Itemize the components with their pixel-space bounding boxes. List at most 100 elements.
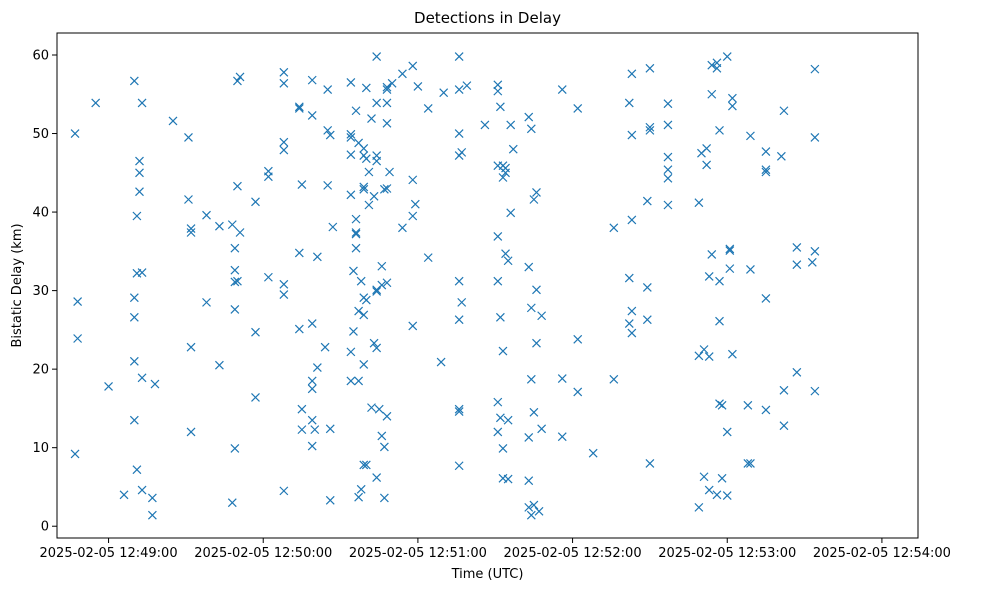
data-point [624,319,634,329]
data-point [279,486,289,496]
data-point [135,168,144,178]
data-point [361,154,371,164]
data-point [645,125,655,135]
data-point [186,224,196,233]
y-tick-label: 40 [32,206,49,221]
data-point [379,442,389,452]
data-point [129,312,139,322]
data-point [235,228,245,237]
data-point [524,112,534,122]
data-point [346,133,356,142]
data-point [359,360,369,369]
data-point [645,122,655,132]
data-point [501,168,510,178]
data-point [186,342,196,352]
data-point [573,103,583,113]
data-point [573,387,583,397]
data-point [627,328,637,338]
data-point [346,129,356,139]
data-point [498,173,508,182]
data-point [369,338,379,348]
data-point [377,431,387,441]
data-point [214,360,224,370]
data-point [251,327,260,337]
data-point [372,151,382,160]
data-point [227,220,237,230]
data-point [454,315,464,325]
data-point [454,85,464,94]
data-point [307,111,317,120]
data-point [493,397,503,407]
data-point [761,147,771,157]
x-axis-title: Time (UTC) [451,567,524,582]
data-point [70,129,80,138]
data-point [214,221,224,231]
data-point [202,210,211,220]
data-point [70,449,80,459]
data-point [663,152,673,162]
data-point [382,98,392,108]
data-point [454,129,464,138]
data-point [307,75,317,85]
y-tick-label: 0 [41,520,49,535]
data-point [663,200,673,210]
data-point [524,433,534,442]
data-point [624,98,634,108]
data-point [279,78,289,88]
data-point [320,342,330,352]
data-point [609,223,619,233]
data-point [717,473,727,483]
data-point [307,319,317,329]
data-point [129,76,139,86]
data-point [704,272,714,281]
data-point [137,268,147,277]
data-point [379,493,389,503]
data-point [323,180,333,190]
data-point [230,243,240,253]
data-point [624,273,634,283]
x-tick-label: 2025-02-05 12:49:00 [40,546,178,561]
data-point [294,248,304,258]
data-point [746,131,755,141]
data-point [810,133,820,142]
data-point [147,510,157,520]
data-point [526,510,536,520]
data-point [792,260,802,270]
data-point [506,120,516,130]
data-point [495,102,505,112]
data-point [325,424,335,434]
data-point [361,460,371,470]
data-point [184,133,193,142]
data-point [137,485,147,495]
data-point [642,196,652,206]
data-point [129,415,139,425]
data-point [779,421,789,431]
data-point [398,223,407,233]
data-point [356,276,366,286]
data-point [761,405,771,415]
data-point [372,343,382,353]
data-point [346,78,356,87]
data-point [704,352,714,362]
data-point [501,249,510,259]
data-point [346,190,356,200]
data-point [663,173,673,183]
data-point [526,124,536,134]
data-point [725,244,735,254]
data-point [408,321,418,331]
data-point [364,200,374,210]
data-point [356,484,366,494]
data-point [230,277,240,287]
data-point [323,125,333,135]
data-point [503,474,513,484]
data-point [454,407,464,416]
data-point [573,334,583,344]
data-point [699,345,709,354]
data-point [235,72,245,82]
data-point [230,444,240,453]
data-point [537,311,547,321]
data-point [627,69,637,79]
data-point [369,191,379,201]
data-point [712,490,722,500]
data-point [382,118,392,128]
